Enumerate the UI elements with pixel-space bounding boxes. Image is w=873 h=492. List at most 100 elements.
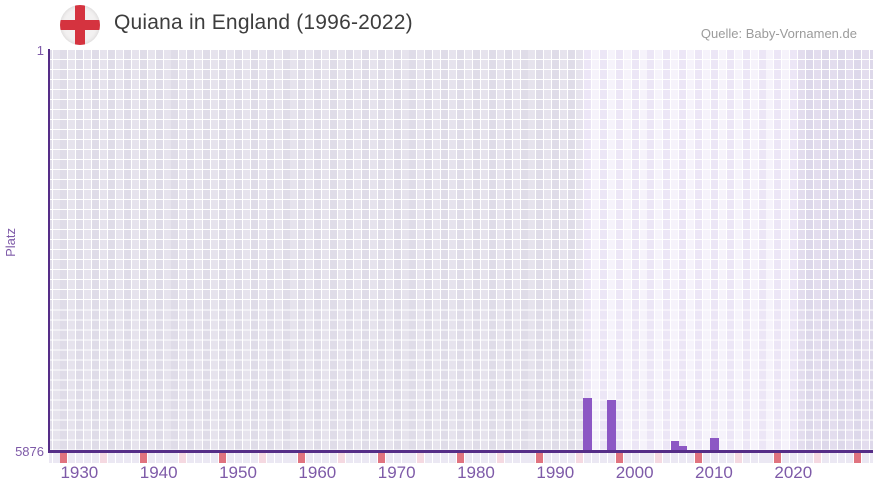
grid-column [314, 50, 322, 450]
grid-column [68, 50, 76, 450]
grid-column [861, 50, 869, 450]
year-tick [758, 452, 766, 463]
grid-column [290, 50, 298, 450]
grid-column [282, 50, 290, 450]
grid-column [393, 50, 401, 450]
y-axis-title: Platz [3, 228, 18, 257]
grid-column [52, 50, 60, 450]
grid-column [425, 50, 433, 450]
year-tick [68, 452, 76, 463]
year-tick [480, 452, 488, 463]
grid-column [750, 50, 758, 450]
rank-bar-2008[interactable] [678, 446, 687, 451]
year-tick [369, 452, 377, 463]
year-tick [353, 452, 361, 463]
year-tick [647, 452, 655, 463]
rank-bar-1999[interactable] [607, 399, 616, 451]
x-axis-label: 1980 [457, 463, 495, 482]
grid-column [258, 50, 266, 450]
year-tick [227, 452, 235, 463]
grid-column [60, 50, 68, 450]
grid-column [250, 50, 258, 450]
grid-column [758, 50, 766, 450]
grid-column [853, 50, 861, 450]
flag-cross-vertical [74, 5, 86, 45]
year-tick [234, 452, 242, 463]
grid-column [734, 50, 742, 450]
year-tick [449, 452, 457, 463]
year-tick [679, 452, 687, 463]
year-tick [687, 452, 695, 463]
year-tick [837, 452, 845, 463]
grid-column [322, 50, 330, 450]
rank-bar-1996[interactable] [583, 398, 592, 451]
year-tick [361, 452, 369, 463]
grid-column [560, 50, 568, 450]
half-decade-tick [338, 452, 346, 463]
year-tick [710, 452, 718, 463]
grid-column [131, 50, 139, 450]
year-tick [829, 452, 837, 463]
decade-tick [139, 452, 147, 463]
grid-column [726, 50, 734, 450]
grid-column [123, 50, 131, 450]
grid-column [679, 50, 687, 450]
year-tick [718, 452, 726, 463]
half-decade-tick [655, 452, 663, 463]
grid-column [774, 50, 782, 450]
grid-column [211, 50, 219, 450]
decade-tick [457, 452, 465, 463]
rank-bar-2012[interactable] [710, 438, 719, 451]
year-tick [504, 452, 512, 463]
grid-column [798, 50, 806, 450]
year-tick [631, 452, 639, 463]
page-title: Quiana in England (1996-2022) [114, 11, 413, 34]
year-tick [552, 452, 560, 463]
grid-column [187, 50, 195, 450]
year-tick [250, 452, 258, 463]
source-credit: Quelle: Baby-Vornamen.de [700, 26, 857, 41]
grid-column [814, 50, 822, 450]
year-tick [584, 452, 591, 463]
grid-column [496, 50, 504, 450]
grid-column [76, 50, 84, 450]
grid-column [623, 50, 631, 450]
grid-column [766, 50, 774, 450]
grid-column [829, 50, 837, 450]
plot-area: 1930 1940 1950 1960 1970 1980 1990 2000 2010 2020 [49, 50, 873, 490]
year-tick [401, 452, 409, 463]
rank-bar-2007[interactable] [670, 440, 679, 451]
year-tick [441, 452, 449, 463]
y-axis-top-label: 1 [36, 43, 44, 58]
x-axis-label: 2010 [695, 463, 733, 482]
year-tick [472, 452, 480, 463]
grid-column [536, 50, 544, 450]
year-tick [155, 452, 163, 463]
grid-column [687, 50, 695, 450]
grid-column [488, 50, 496, 450]
grid-column [607, 50, 615, 450]
grid-column [647, 50, 655, 450]
year-tick [330, 452, 338, 463]
y-axis-line [47, 49, 50, 452]
year-tick [639, 452, 647, 463]
grid-column [203, 50, 211, 450]
x-axis-label: 1990 [536, 463, 575, 482]
year-tick [322, 452, 330, 463]
grid-column [353, 50, 361, 450]
year-tick [560, 452, 568, 463]
year-tick [385, 452, 393, 463]
year-tick [845, 452, 853, 463]
year-tick [84, 452, 92, 463]
grid-column [330, 50, 338, 450]
decade-tick [377, 452, 385, 463]
grid-column [465, 50, 472, 450]
year-tick [623, 452, 631, 463]
grid-column [504, 50, 512, 450]
half-decade-tick [814, 452, 822, 463]
y-axis-bottom-label: 5876 [15, 444, 44, 459]
year-tick [766, 452, 774, 463]
decade-tick [219, 452, 227, 463]
half-decade-tick [179, 452, 187, 463]
grid-column [306, 50, 314, 450]
